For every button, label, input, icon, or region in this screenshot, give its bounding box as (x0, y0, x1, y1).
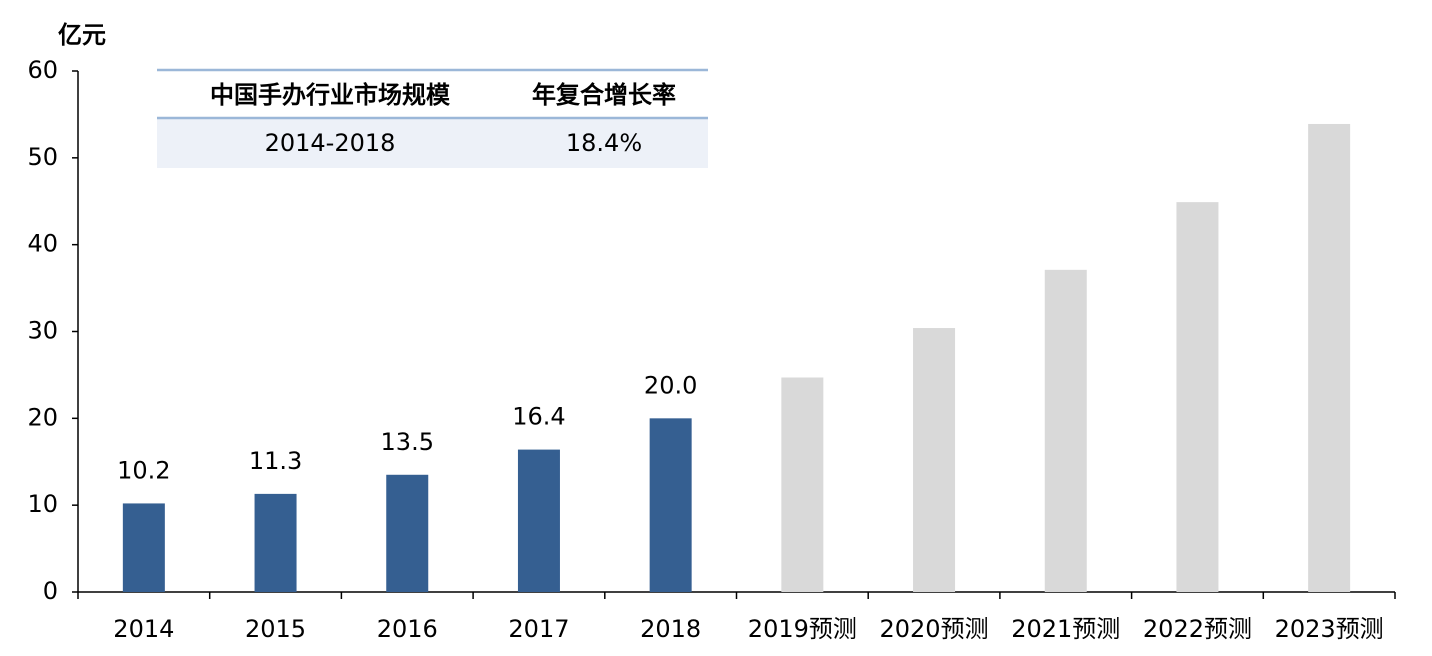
x-tick-label: 2017 (508, 615, 569, 643)
x-tick-label: 2020预测 (880, 615, 989, 643)
x-tick-label: 2022预测 (1143, 615, 1252, 643)
bar (517, 449, 560, 592)
x-tick-label: 2015 (245, 615, 306, 643)
y-tick-label: 20 (27, 403, 58, 431)
x-tick-label: 2014 (113, 615, 174, 643)
x-tick-label: 2016 (377, 615, 438, 643)
y-tick-label: 30 (27, 317, 58, 345)
table-header: 中国手办行业市场规模 (210, 81, 451, 109)
x-tick-label: 2019预测 (748, 615, 857, 643)
y-tick-label: 60 (27, 56, 58, 84)
y-tick-label: 10 (27, 490, 58, 518)
bar (781, 377, 824, 592)
value-label: 20.0 (644, 371, 697, 399)
value-label: 13.5 (381, 428, 434, 456)
y-tick-label: 0 (43, 577, 58, 605)
bar (1176, 202, 1219, 592)
value-label: 10.2 (117, 456, 170, 484)
x-tick-label: 2018 (640, 615, 701, 643)
value-label: 11.3 (249, 447, 302, 475)
x-tick-label: 2023预测 (1275, 615, 1384, 643)
table-cell: 2014-2018 (265, 129, 396, 157)
y-tick-label: 50 (27, 143, 58, 171)
bar (1308, 123, 1351, 593)
bar (386, 474, 429, 592)
y-tick-label: 40 (27, 230, 58, 258)
table-row-bg (157, 118, 708, 168)
bar (122, 503, 165, 592)
bar (254, 493, 297, 592)
bar (649, 418, 692, 592)
table-header: 年复合增长率 (532, 81, 676, 109)
bar (913, 328, 956, 592)
value-label: 16.4 (512, 403, 565, 431)
table-cell: 18.4% (566, 129, 642, 157)
bar (1044, 269, 1087, 592)
y-axis-label: 亿元 (58, 21, 106, 49)
x-tick-label: 2021预测 (1011, 615, 1120, 643)
